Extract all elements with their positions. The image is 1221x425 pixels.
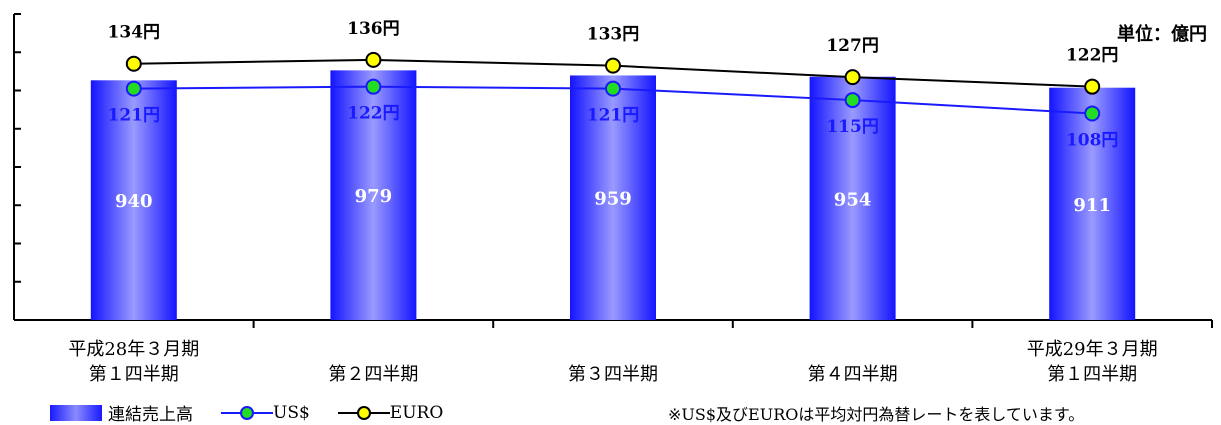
usd-point — [125, 80, 142, 97]
legend-euro-swatch — [337, 405, 390, 420]
x-category-label: 第２四半期 — [328, 364, 418, 385]
euro-point — [844, 69, 861, 86]
euro-data-label: 122円 — [1066, 46, 1119, 66]
euro-point — [125, 55, 142, 72]
usd-data-label: 121円 — [587, 106, 640, 126]
bar-value-label: 959 — [594, 189, 632, 210]
x-category-label: 第４四半期 — [808, 364, 898, 385]
chart: 940 979 959 954 911 121円 122円 121円 115円 108円 134円 1… — [13, 13, 1213, 385]
legend-bar-swatch — [50, 404, 102, 421]
bar-value-label: 911 — [1073, 195, 1111, 216]
legend-item-usd: US$ — [221, 403, 310, 423]
euro-data-label: 134円 — [108, 23, 161, 43]
usd-data-label: 115円 — [826, 117, 879, 137]
footnote: ※US$及びEUROは平均対円為替レートを表しています。 — [668, 405, 1085, 424]
euro-point — [365, 51, 382, 68]
legend-label-sales: 連結売上高 — [108, 405, 193, 425]
euro-data-label: 127円 — [826, 36, 879, 56]
bar-sales — [90, 80, 177, 320]
x-category-label: 平成29年３月期 — [1027, 339, 1158, 360]
legend-item-sales: 連結売上高 — [50, 400, 193, 425]
x-category-label: 平成28年３月期 — [68, 339, 199, 360]
bar-value-label: 979 — [355, 186, 393, 207]
euro-point — [605, 57, 621, 74]
bar-value-label: 940 — [115, 191, 153, 212]
bar-sales — [330, 70, 417, 320]
bar-value-label: 954 — [834, 189, 872, 210]
usd-point — [844, 92, 861, 109]
legend-item-euro: EURO — [337, 402, 444, 423]
usd-data-label: 121円 — [108, 106, 161, 126]
bar-sales — [1049, 87, 1136, 320]
usd-point — [1084, 105, 1101, 122]
usd-point — [605, 80, 621, 97]
x-category-label: 第１四半期 — [1047, 364, 1137, 385]
euro-data-label: 136円 — [347, 19, 400, 39]
usd-point — [365, 78, 382, 95]
euro-data-label: 133円 — [587, 25, 640, 45]
legend-label-usd: US$ — [273, 402, 310, 423]
bar-sales — [809, 76, 896, 320]
usd-data-label: 108円 — [1066, 130, 1119, 150]
x-category-label: 第３四半期 — [568, 364, 658, 385]
euro-point — [1084, 78, 1101, 95]
legend-usd-swatch — [221, 405, 273, 420]
legend: 連結売上高 US$ EURO — [50, 400, 471, 425]
usd-data-label: 122円 — [347, 104, 400, 124]
unit-label: 単位：億円 — [1117, 24, 1207, 45]
bar-sales — [570, 75, 656, 320]
legend-label-euro: EURO — [389, 402, 444, 423]
x-category-label: 第１四半期 — [89, 364, 179, 385]
